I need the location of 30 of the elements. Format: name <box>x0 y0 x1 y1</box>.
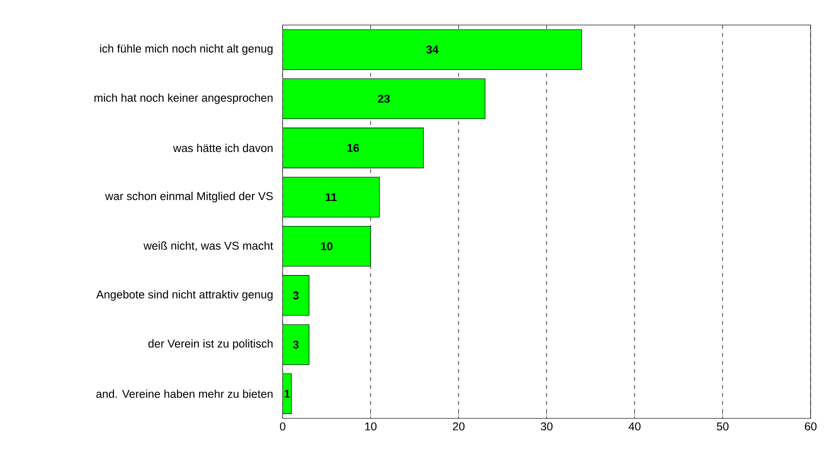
x-tick-label: 50 <box>716 422 729 430</box>
data-label: 3 <box>292 340 299 349</box>
x-tick-label: 0 <box>280 422 286 430</box>
x-tick-label: 20 <box>452 422 465 430</box>
x-tick-label: 40 <box>628 422 641 430</box>
bar <box>282 176 380 218</box>
y-tick-label: was hätte ich davon <box>173 144 273 152</box>
y-tick-label: der Verein ist zu politisch <box>148 339 273 350</box>
y-tick-label: ich fühle mich noch nicht alt genug <box>100 44 273 55</box>
bar <box>282 226 371 267</box>
data-label: 23 <box>378 94 390 103</box>
data-label: 34 <box>426 46 439 54</box>
bar <box>282 78 486 120</box>
y-tick-label: war schon einmal Mitglied der VS <box>105 192 273 202</box>
bar <box>282 324 310 365</box>
data-label: 1 <box>284 390 290 398</box>
data-label: 11 <box>326 193 337 201</box>
bar <box>282 128 424 168</box>
data-label: 16 <box>347 144 359 152</box>
x-tick-label: 60 <box>804 422 817 430</box>
data-label: 3 <box>292 291 299 300</box>
y-tick-label: mich hat noch keiner angesprochen <box>94 93 273 104</box>
y-tick-label: weiß nicht, was VS macht <box>144 241 274 252</box>
bar <box>282 29 582 70</box>
bar <box>282 275 310 316</box>
y-tick-label: Angebote sind nicht attraktiv genug <box>96 290 273 301</box>
x-tick-label: 10 <box>365 422 377 430</box>
x-tick-label: 30 <box>540 422 553 430</box>
data-label: 10 <box>321 242 332 250</box>
y-tick-label: and. Vereine haben mehr zu bieten <box>96 390 273 398</box>
